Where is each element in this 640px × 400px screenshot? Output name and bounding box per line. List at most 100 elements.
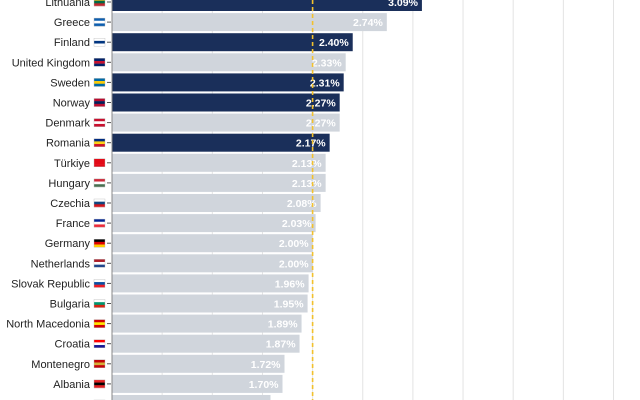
value-label: 2.13% xyxy=(292,158,322,170)
flag-stripe xyxy=(94,20,105,24)
flag-stripe xyxy=(94,0,105,4)
value-label: 2.33% xyxy=(312,57,342,69)
flag-stripe xyxy=(94,282,105,285)
flag-stripe xyxy=(94,178,105,182)
value-label: 2.74% xyxy=(353,17,383,29)
bar xyxy=(112,234,313,253)
flag-icon xyxy=(93,178,106,188)
flag-icon xyxy=(93,78,106,87)
flag-stripe xyxy=(94,181,105,185)
flag-border xyxy=(93,38,106,47)
flag-stripe xyxy=(94,199,105,202)
category-label: Lithuania xyxy=(45,0,91,9)
flag-icon xyxy=(93,0,106,7)
value-label: 1.72% xyxy=(251,359,281,371)
flag-stripe xyxy=(94,40,105,44)
value-label: 1.70% xyxy=(249,379,279,391)
bar xyxy=(112,53,346,72)
bar xyxy=(112,173,326,192)
bar xyxy=(112,274,309,293)
flag-stripe xyxy=(94,58,105,62)
flag-stripe xyxy=(94,3,105,7)
flag-border xyxy=(93,78,106,87)
flag-stripe xyxy=(94,244,105,248)
bar xyxy=(112,314,302,333)
flag-icon xyxy=(93,238,106,248)
flag-border xyxy=(93,138,106,147)
bar xyxy=(112,133,330,152)
flag-stripe xyxy=(94,261,105,265)
category-label: Bulgaria xyxy=(50,299,91,311)
value-label: 1.89% xyxy=(268,319,298,331)
category-label: Slovak Republic xyxy=(11,278,90,290)
flag-icon xyxy=(93,58,106,67)
flag-icon xyxy=(93,17,106,27)
value-label: 1.87% xyxy=(266,339,296,351)
flag-icon xyxy=(93,359,106,368)
value-label: 2.00% xyxy=(279,258,309,270)
flag-border xyxy=(93,198,106,208)
flag-stripe xyxy=(94,264,105,268)
flag-stripe xyxy=(94,23,105,27)
flag-stripe xyxy=(94,103,105,107)
flag-stripe xyxy=(94,144,105,147)
category-label: Denmark xyxy=(45,118,90,130)
flag-stripe xyxy=(94,221,105,225)
bar xyxy=(112,254,313,273)
category-label: Montenegro xyxy=(31,359,90,371)
flag-stripe xyxy=(94,304,105,308)
bar xyxy=(112,294,308,313)
value-label: 2.27% xyxy=(306,98,336,110)
flag-stripe xyxy=(94,60,105,64)
flag-stripe xyxy=(94,98,105,102)
flag-stripe xyxy=(94,322,105,326)
flag-stripe xyxy=(94,279,105,283)
flag-border xyxy=(93,58,106,67)
flag-stripe xyxy=(94,342,105,346)
flag-border xyxy=(93,299,106,308)
flag-stripe xyxy=(94,365,105,368)
flag-stripe xyxy=(94,81,105,84)
bar xyxy=(112,93,340,112)
category-label: Türkiye xyxy=(54,158,90,170)
flag-icon xyxy=(93,339,106,348)
flag-icon xyxy=(93,259,106,268)
value-label: 1.95% xyxy=(274,299,304,311)
flag-stripe xyxy=(94,161,105,165)
flag-border xyxy=(93,259,106,268)
bar xyxy=(112,0,422,11)
flag-icon xyxy=(93,118,106,127)
category-label: Romania xyxy=(46,138,91,150)
flag-stripe xyxy=(94,18,105,21)
flag-stripe xyxy=(94,0,105,1)
bars: 3.09% Lithuania 2.74% Greece 2.40% Finland 2.3… xyxy=(6,0,422,400)
flag-icon xyxy=(93,279,106,288)
flag-stripe xyxy=(94,184,105,188)
flag-icon xyxy=(93,218,106,228)
category-label: Croatia xyxy=(55,339,91,351)
bar xyxy=(112,13,387,32)
category-label: Norway xyxy=(53,98,91,110)
value-label: 2.27% xyxy=(306,118,336,130)
flag-stripe xyxy=(94,359,105,363)
flag-border xyxy=(93,238,106,248)
flag-border xyxy=(93,359,106,368)
bar xyxy=(112,214,316,233)
flag-stripe xyxy=(94,302,105,306)
flag-icon xyxy=(93,299,106,308)
flag-stripe xyxy=(94,379,105,383)
flag-border xyxy=(93,379,106,389)
value-label: 2.40% xyxy=(319,37,349,49)
flag-stripe xyxy=(94,345,105,348)
value-label: 2.17% xyxy=(296,138,326,150)
flag-border xyxy=(93,17,106,27)
bar xyxy=(112,395,271,400)
flag-icon xyxy=(93,98,106,107)
bar xyxy=(112,33,353,52)
flag-stripe xyxy=(94,123,105,127)
flag-border xyxy=(93,339,106,348)
bar xyxy=(112,374,283,393)
flag-stripe xyxy=(94,101,105,105)
category-label: Sweden xyxy=(50,77,90,89)
